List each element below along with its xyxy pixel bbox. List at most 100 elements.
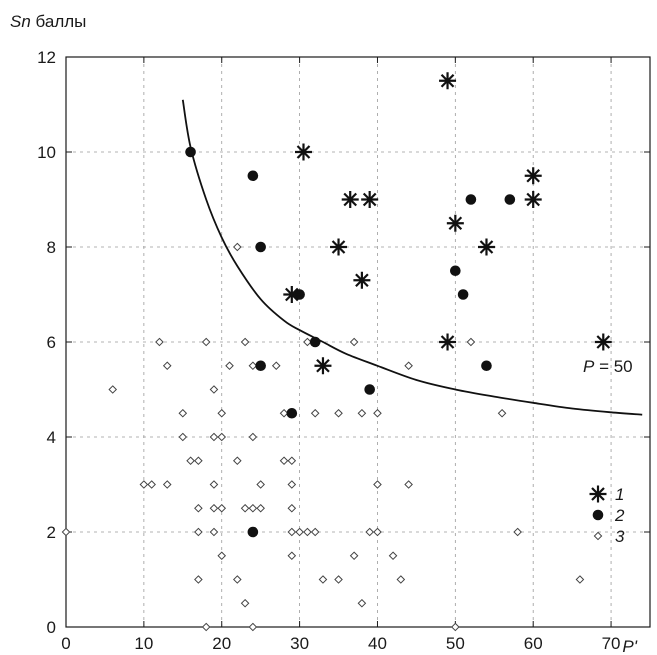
point-series-3 — [240, 503, 250, 513]
point-series-2 — [450, 265, 461, 277]
y-tick-label: 8 — [47, 238, 56, 257]
x-tick-label: 60 — [524, 634, 543, 653]
point-series-2 — [465, 194, 477, 205]
point-series-3 — [310, 527, 320, 537]
point-series-3 — [373, 480, 382, 489]
point-series-3 — [178, 408, 188, 418]
point-series-1 — [594, 333, 612, 351]
x-tick-label: 70 — [602, 634, 621, 653]
point-series-3 — [334, 408, 343, 418]
y-tick-label: 12 — [37, 48, 56, 67]
legend: 1 2 3 — [589, 485, 625, 546]
point-series-3 — [108, 385, 118, 394]
point-series-3 — [248, 503, 258, 513]
point-series-1 — [283, 286, 301, 303]
point-series-3 — [186, 456, 195, 466]
point-series-3 — [396, 575, 406, 584]
point-series-3 — [201, 622, 211, 632]
legend-marker-3 — [593, 531, 603, 541]
point-series-1 — [439, 72, 457, 90]
point-series-3 — [194, 527, 203, 537]
point-series-3 — [287, 551, 297, 561]
point-series-3 — [232, 456, 242, 466]
point-series-3 — [178, 432, 188, 442]
x-axis-title: P' — [622, 637, 637, 655]
point-series-3 — [240, 337, 250, 347]
point-series-1 — [439, 333, 457, 351]
point-series-1 — [361, 191, 379, 208]
point-series-3 — [513, 527, 522, 537]
point-series-3 — [194, 575, 203, 584]
point-series-3 — [349, 551, 359, 561]
point-series-2 — [364, 384, 375, 395]
threshold-curve — [181, 99, 643, 416]
point-series-3 — [194, 456, 203, 466]
point-series-3 — [373, 527, 382, 537]
point-series-3 — [147, 480, 156, 489]
point-series-3 — [209, 503, 219, 513]
point-series-3 — [217, 408, 227, 418]
point-series-1 — [341, 191, 359, 208]
y-tick-label: 2 — [47, 523, 56, 542]
point-series-3 — [310, 408, 320, 418]
point-series-3 — [194, 503, 203, 513]
y-axis-title-unit: баллы — [31, 12, 87, 31]
point-series-3 — [349, 337, 359, 347]
point-series-3 — [248, 622, 258, 632]
x-tick-label: 0 — [61, 634, 70, 653]
y-tick-labels: 0 2 4 6 8 10 12 — [37, 48, 56, 637]
point-series-2 — [255, 241, 266, 253]
point-series-3 — [279, 456, 289, 466]
legend-marker-2 — [592, 509, 604, 521]
point-series-3 — [232, 242, 242, 252]
point-series-3 — [466, 337, 476, 347]
point-series-1 — [524, 167, 542, 185]
legend-label-2: 2 — [614, 506, 625, 525]
point-series-3 — [256, 480, 265, 489]
legend-marker-1 — [589, 485, 607, 503]
point-series-2 — [255, 360, 266, 372]
point-series-3 — [248, 432, 258, 442]
point-series-3 — [373, 408, 382, 418]
y-tick-label: 0 — [47, 618, 56, 637]
point-series-3 — [451, 622, 460, 632]
point-series-3 — [575, 575, 585, 584]
point-series-2 — [504, 194, 516, 205]
y-tick-label: 6 — [47, 333, 56, 352]
point-series-2 — [286, 407, 298, 419]
point-series-3 — [217, 551, 227, 561]
x-tick-labels: 0 10 20 30 40 50 60 70 — [61, 634, 620, 653]
curve-label-symbol: P — [583, 357, 595, 376]
y-axis-title-symbol: Sn — [10, 12, 31, 31]
point-series-3 — [217, 503, 227, 513]
point-series-3 — [287, 503, 297, 513]
point-series-3 — [162, 361, 172, 371]
axis-ticks — [65, 56, 650, 628]
point-series-3 — [279, 408, 289, 418]
x-tick-label: 50 — [446, 634, 465, 653]
point-series-3 — [209, 527, 219, 537]
point-series-3 — [155, 337, 164, 347]
curve-label-value: = 50 — [594, 357, 632, 376]
point-series-2 — [481, 360, 492, 372]
x-tick-label: 10 — [134, 634, 153, 653]
point-series-2 — [185, 146, 196, 158]
curve-label: P = 50 — [583, 357, 633, 376]
point-series-3 — [334, 575, 343, 584]
y-tick-label: 4 — [47, 428, 56, 447]
point-series-1 — [314, 357, 332, 375]
point-series-3 — [256, 503, 265, 513]
x-tick-label: 30 — [290, 634, 309, 653]
point-series-3 — [303, 527, 312, 537]
point-series-3 — [404, 361, 413, 371]
point-series-3 — [295, 527, 304, 537]
legend-label-1: 1 — [615, 485, 624, 504]
point-series-3 — [139, 480, 149, 489]
point-series-3 — [357, 408, 367, 418]
point-series-1 — [524, 191, 542, 208]
point-series-3 — [287, 480, 297, 489]
point-series-3 — [225, 361, 234, 371]
point-series-1 — [446, 214, 464, 232]
point-series-3 — [318, 575, 328, 584]
